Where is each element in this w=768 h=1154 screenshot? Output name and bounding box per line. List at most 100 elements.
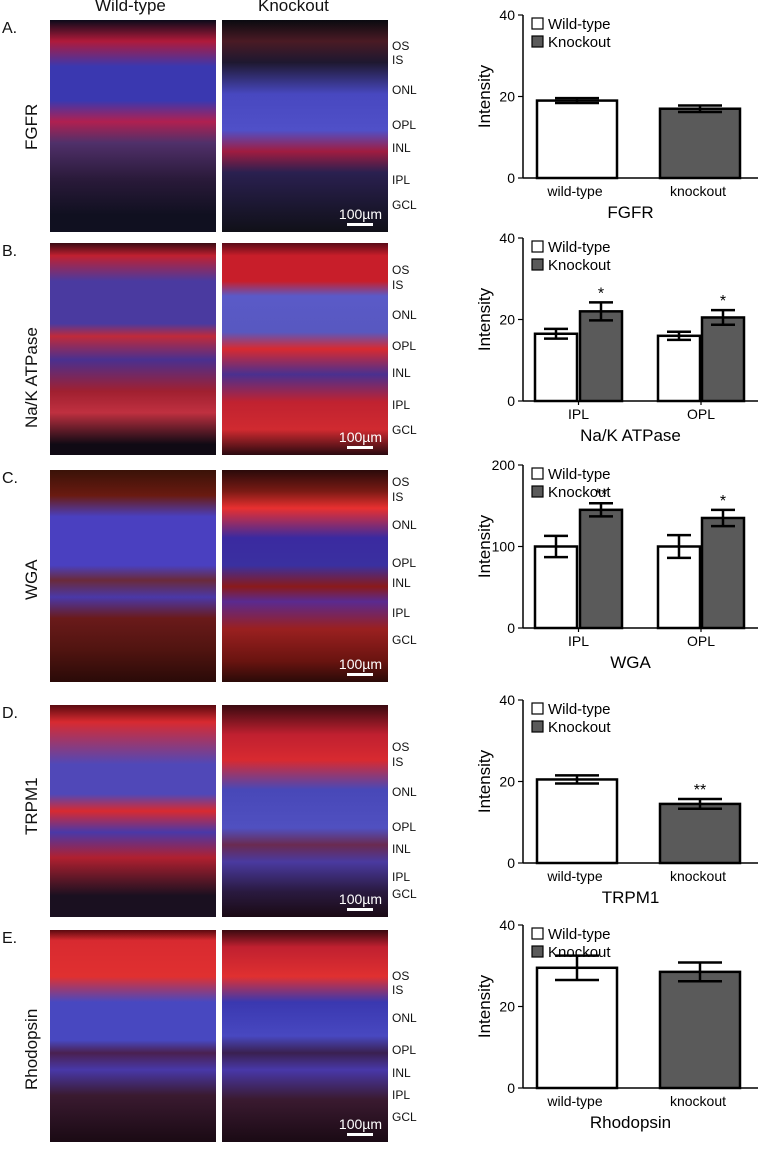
legend-swatch-knockout: [531, 35, 544, 48]
layer-label-opl: OPL: [392, 1043, 417, 1057]
significance-marker: **: [694, 782, 706, 799]
scale-bar: 100µm: [339, 1116, 382, 1136]
layer-label-is: IS: [392, 755, 404, 769]
x-tick-label: OPL: [687, 406, 715, 422]
y-tick-label: 0: [507, 393, 515, 409]
x-axis-label: Rhodopsin: [590, 1113, 671, 1132]
y-tick-label: 40: [499, 10, 515, 23]
column-header-knockout: Knockout: [258, 0, 329, 15]
y-axis-label: Intensity: [475, 749, 494, 813]
panel-letter: B.: [2, 243, 18, 260]
y-axis-label: Intensity: [475, 514, 494, 578]
panel-letter: A.: [2, 20, 18, 37]
layer-label-inl: INL: [392, 366, 411, 380]
layer-label-onl: ONL: [392, 308, 417, 322]
micrograph-wild-type: [50, 705, 216, 917]
scale-bar-line: [347, 673, 374, 676]
x-axis-label: TRPM1: [602, 888, 660, 907]
bar-knockout-knockout: [658, 802, 742, 865]
micrograph-knockout: 100µm: [222, 243, 388, 455]
layer-label-onl: ONL: [392, 785, 417, 799]
micrograph-wild-type: [50, 20, 216, 232]
legend-label-knockout: Knockout: [548, 944, 611, 961]
legend-swatch-wild: [531, 467, 544, 480]
y-tick-label: 0: [507, 170, 515, 186]
significance-marker: *: [720, 493, 726, 510]
layer-label-onl: ONL: [392, 518, 417, 532]
significance-marker: *: [720, 293, 726, 310]
x-axis-label: Na/K ATPase: [580, 426, 681, 445]
bar-wild-type-opl: [656, 545, 702, 630]
layer-label-is: IS: [392, 490, 404, 504]
y-tick-label: 40: [499, 920, 515, 933]
y-tick-label: 20: [499, 999, 515, 1015]
layer-label-opl: OPL: [392, 339, 417, 353]
layer-label-inl: INL: [392, 842, 411, 856]
scale-bar-line: [347, 446, 374, 449]
x-axis-label: FGFR: [607, 203, 653, 222]
panel-fgfr: A. FGFR 100µm OS IS ONL OPL INL IPL GCL 0 20 40 Inten…: [0, 10, 768, 232]
layer-label-opl: OPL: [392, 118, 417, 132]
significance-marker: **: [595, 486, 607, 503]
legend-swatch-knockout: [531, 720, 544, 733]
bar-chart: 0 20 40 Intensity Rhodopsin Wild-typeKnockout…: [475, 920, 758, 1132]
layer-label-is: IS: [392, 983, 404, 997]
layer-label-ipl: IPL: [392, 870, 411, 884]
micrograph-knockout: 100µm: [222, 20, 388, 232]
y-tick-label: 20: [499, 89, 515, 105]
y-axis-label: Intensity: [475, 287, 494, 351]
legend-swatch-knockout: [531, 258, 544, 271]
bar-wild-type-wild-type: [535, 99, 619, 180]
legend-swatch-wild: [531, 702, 544, 715]
panel-trpm-: D. TRPM1 100µm OS IS ONL OPL INL IPL GCL 0 20 40 Inte…: [0, 695, 768, 917]
micrograph-knockout: 100µm: [222, 470, 388, 682]
layer-label-os: OS: [392, 969, 410, 983]
micrograph-knockout: 100µm: [222, 705, 388, 917]
y-tick-label: 20: [499, 312, 515, 328]
layer-label-gcl: GCL: [392, 887, 417, 901]
y-tick-label: 0: [507, 620, 515, 636]
panel-wga: C. WGA 100µm OS IS ONL OPL INL IPL GCL 0 100 200 Inte…: [0, 460, 768, 682]
legend-label-knockout: Knockout: [548, 34, 611, 51]
legend-swatch-wild: [531, 927, 544, 940]
stain-label: Na/K ATPase: [22, 327, 41, 428]
legend-label-knockout: Knockout: [548, 484, 611, 501]
layer-label-gcl: GCL: [392, 633, 417, 647]
scale-bar-label: 100µm: [338, 429, 382, 445]
legend-label-wild: Wild-type: [548, 926, 611, 943]
legend-swatch-wild: [531, 240, 544, 253]
scale-bar-label: 100µm: [338, 891, 382, 907]
y-tick-label: 100: [492, 539, 516, 555]
panel-rhodopsin: E. Rhodopsin 100µm OS IS ONL OPL INL IPL GCL 0 20 40…: [0, 920, 768, 1142]
bar-knockout-knockout: [658, 107, 742, 180]
layer-label-gcl: GCL: [392, 1110, 417, 1124]
scale-bar: 100µm: [339, 206, 382, 226]
micrograph-wild-type: [50, 243, 216, 455]
x-tick-label: knockout: [670, 183, 726, 199]
layer-label-ipl: IPL: [392, 606, 411, 620]
legend-label-knockout: Knockout: [548, 719, 611, 736]
stain-label: FGFR: [22, 103, 41, 150]
y-tick-label: 200: [492, 460, 516, 473]
layer-label-ipl: IPL: [392, 398, 411, 412]
bar-knockout-opl: [700, 516, 746, 630]
layer-label-gcl: GCL: [392, 198, 417, 212]
stain-label: Rhodopsin: [22, 1008, 41, 1090]
scale-bar-label: 100µm: [338, 1116, 382, 1132]
x-tick-label: knockout: [670, 1093, 726, 1109]
layer-label-is: IS: [392, 278, 404, 292]
legend-label-wild: Wild-type: [548, 239, 611, 256]
scale-bar: 100µm: [339, 429, 382, 449]
bar-chart: 0 20 40 Intensity Na/K ATPase Wild-typeKnocko…: [475, 233, 758, 445]
scale-bar-label: 100µm: [338, 656, 382, 672]
layer-label-opl: OPL: [392, 556, 417, 570]
scale-bar-label: 100µm: [338, 206, 382, 222]
layer-label-os: OS: [392, 740, 410, 754]
x-axis-label: WGA: [610, 653, 651, 672]
scale-bar-line: [347, 223, 374, 226]
